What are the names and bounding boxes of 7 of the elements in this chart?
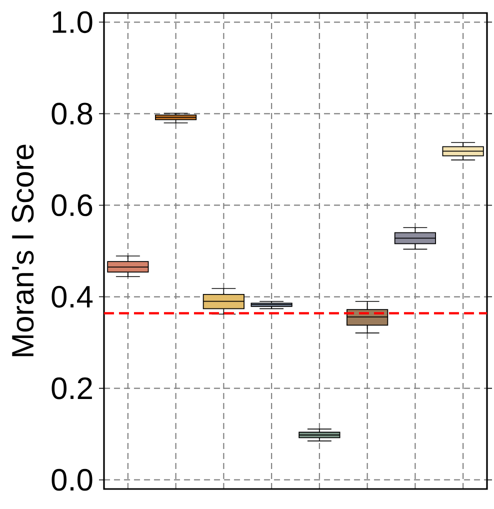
y-tick-label: 0.8 <box>52 102 92 125</box>
y-tick-label: 0.4 <box>52 286 93 308</box>
y-tick-label: 1.0 <box>52 11 92 34</box>
y-tick-label: 0.0 <box>52 468 92 491</box>
y-tick-label: 0.2 <box>52 377 92 400</box>
y-tick-label: 0.6 <box>52 194 92 216</box>
y-axis-title: Moran's I Score <box>12 144 34 356</box>
